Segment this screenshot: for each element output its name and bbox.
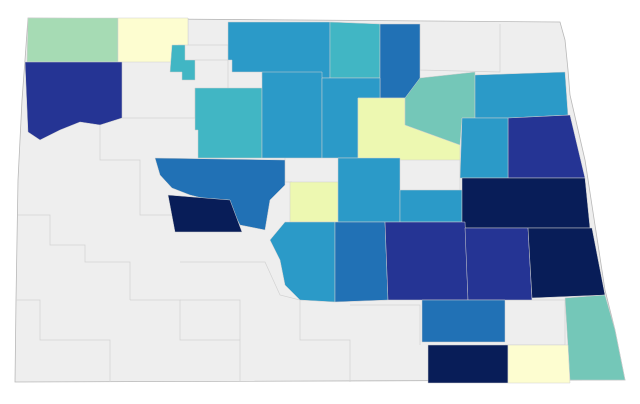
county [527,227,606,299]
county [337,157,401,223]
border [16,299,111,382]
county [26,17,119,63]
county [334,221,389,303]
county [464,227,533,301]
county [154,157,286,231]
county [384,221,469,301]
border [180,299,241,340]
county [227,21,331,79]
county [167,194,243,233]
county [427,344,509,384]
county [329,21,381,79]
border [350,304,421,345]
county [507,344,571,384]
county [461,177,591,229]
county [194,87,263,159]
county [289,181,339,223]
county [474,71,569,119]
county [261,71,323,159]
border [18,214,131,300]
county [459,117,509,179]
border [130,299,241,382]
county [24,61,123,141]
county [399,189,463,223]
border [99,125,175,216]
county [421,299,506,343]
county [564,294,626,381]
county [169,44,196,81]
counties [24,17,626,384]
